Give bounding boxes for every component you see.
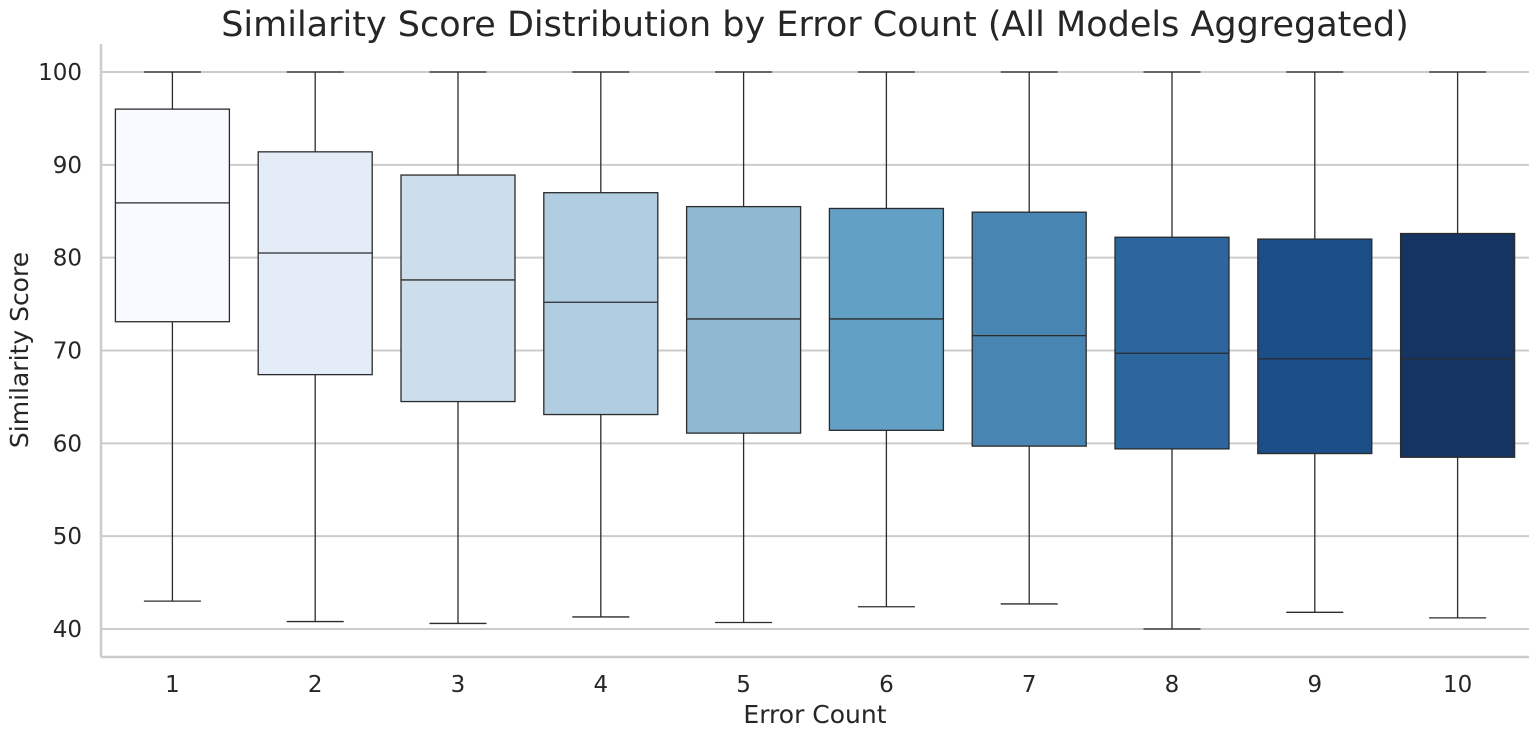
box-group [543, 71, 659, 618]
y-tick-label: 100 [38, 60, 82, 86]
x-tick-label: 5 [736, 672, 751, 698]
y-tick-label: 50 [53, 524, 82, 550]
x-tick-label: 3 [451, 672, 466, 698]
x-tick-label: 2 [308, 672, 323, 698]
iqr-box [1257, 238, 1373, 455]
x-tick-label: 4 [593, 672, 608, 698]
box-group [1114, 71, 1230, 630]
x-tick-label: 6 [879, 672, 894, 698]
iqr-box [400, 174, 516, 403]
x-tick-label: 10 [1443, 672, 1472, 698]
box-group [1257, 71, 1373, 613]
iqr-box [1399, 232, 1516, 458]
box-group [685, 71, 802, 624]
iqr-box [685, 205, 802, 434]
y-tick-label: 70 [53, 339, 82, 365]
y-tick-label: 90 [53, 153, 82, 179]
iqr-box [114, 108, 231, 323]
chart-title: Similarity Score Distribution by Error C… [221, 5, 1409, 45]
x-tick-label: 1 [165, 672, 180, 698]
iqr-box [1114, 236, 1230, 450]
box-layer [114, 71, 1516, 630]
box-group [1399, 71, 1516, 619]
box-group [828, 71, 945, 608]
iqr-box [971, 211, 1087, 447]
x-axis-label: Error Count [743, 700, 886, 729]
x-tick-label: 8 [1165, 672, 1180, 698]
x-tick-label: 9 [1307, 672, 1322, 698]
box-group [114, 71, 231, 602]
y-tick-label: 60 [53, 431, 82, 457]
box-group [971, 71, 1087, 605]
axis-layer: 40 50 60 70 80 90 100 1 2 3 4 5 6 7 8 9 10 [38, 44, 1529, 698]
y-tick-label: 80 [53, 246, 82, 272]
y-axis-label: Similarity Score [5, 252, 34, 448]
box-group [257, 71, 373, 623]
x-tick-label: 7 [1022, 672, 1037, 698]
iqr-box [543, 192, 659, 416]
iqr-box [257, 151, 373, 376]
box-group [400, 71, 516, 625]
y-tick-label: 40 [53, 617, 82, 643]
